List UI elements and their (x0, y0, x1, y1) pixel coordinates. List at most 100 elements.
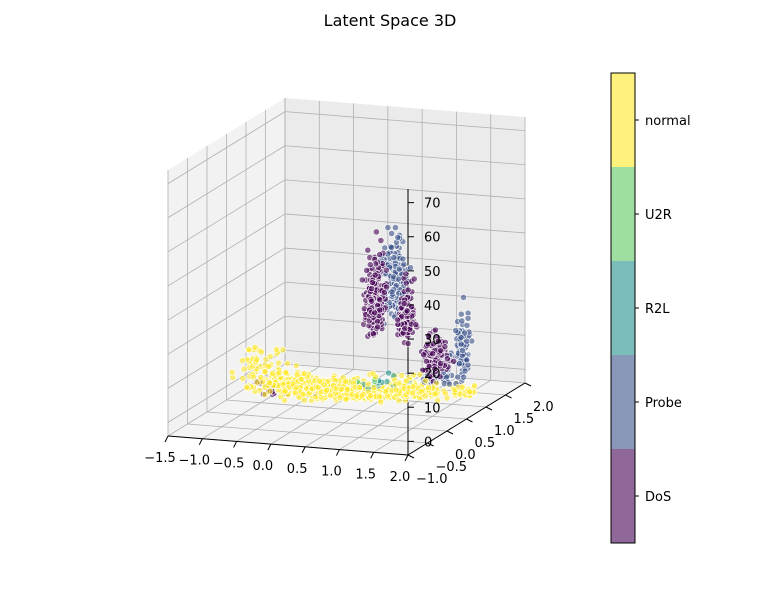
point-normal (258, 348, 265, 356)
point-normal (264, 363, 272, 370)
x-tick-label: −0.5 (213, 456, 245, 471)
point-probe (399, 255, 407, 263)
point-probe (388, 288, 396, 296)
gridline (167, 111, 286, 184)
point-normal (299, 391, 307, 398)
point-dos (380, 289, 388, 296)
point-probe (458, 317, 466, 325)
x-tick-label: 0.0 (253, 459, 274, 474)
colorbar: DoS Probe R2L U2R normal (610, 72, 691, 544)
gridline (206, 411, 448, 432)
point-dos (429, 350, 437, 358)
colorbar-segment-dos (611, 449, 635, 543)
point-normal (243, 383, 250, 391)
x-tick-label: 2.0 (390, 470, 411, 485)
z-tick-label: 40 (424, 299, 441, 314)
point-dos (404, 340, 412, 347)
point-dos (368, 285, 376, 293)
point-probe (452, 327, 460, 334)
point-normal (316, 377, 323, 385)
point-dos (450, 357, 458, 365)
point-normal (266, 353, 274, 360)
point-normal (398, 372, 406, 379)
point-probe (454, 373, 462, 381)
point-normal (337, 385, 345, 393)
x-tick-mark (164, 435, 169, 443)
x-tick-mark (233, 441, 238, 448)
x-axis-line (167, 435, 409, 456)
point-dos (401, 325, 409, 332)
point-probe (457, 333, 465, 341)
colorbar-label-r2l: R2L (645, 302, 670, 317)
point-dos (358, 276, 366, 284)
point-normal (323, 386, 330, 394)
point-dos (402, 270, 410, 278)
point-normal (266, 387, 274, 395)
point-normal (297, 375, 305, 383)
point-normal (425, 384, 432, 392)
gridline (167, 145, 286, 219)
point-dos (404, 286, 412, 294)
point-normal (382, 388, 390, 395)
gridline (167, 179, 286, 253)
point-dos (426, 373, 434, 381)
point-normal (458, 383, 466, 391)
gridline (284, 145, 526, 166)
point-dos (441, 343, 449, 351)
x-tick-label: −1.5 (144, 451, 176, 466)
point-normal (456, 390, 464, 398)
point-normal (253, 356, 261, 364)
point-probe (388, 230, 395, 237)
point-dos (443, 355, 451, 363)
point-normal (251, 343, 259, 351)
y-tick-label: 0.5 (475, 436, 496, 451)
point-dos (376, 251, 384, 258)
point-dos (400, 300, 408, 307)
z-tick-label: 50 (424, 265, 441, 280)
colorbar-segment-r2l (611, 261, 635, 355)
point-normal (402, 377, 410, 385)
point-normal (266, 379, 274, 387)
chart-title: Latent Space 3D (324, 11, 457, 30)
y-tick-label: −1.0 (416, 472, 448, 487)
point-normal (261, 391, 269, 398)
point-normal (257, 373, 265, 381)
point-normal (245, 346, 253, 354)
point-probe (464, 314, 472, 322)
z-axis-ticks: 0 10 20 30 40 50 60 70 (408, 197, 441, 450)
point-dos (425, 332, 432, 340)
gridline (284, 179, 526, 200)
y-tick-mark (524, 382, 532, 387)
point-probe (394, 234, 402, 241)
point-dos (377, 237, 385, 244)
point-normal (466, 388, 474, 396)
y-tick-mark (485, 406, 493, 411)
point-r2l (385, 369, 392, 377)
colorbar-segment-u2r (611, 167, 635, 261)
x-tick-label: 0.5 (287, 462, 308, 477)
colorbar-frame (610, 72, 636, 544)
point-dos (437, 360, 445, 367)
colorbar-label-u2r: U2R (645, 208, 672, 223)
point-normal (240, 365, 248, 373)
point-normal (250, 373, 257, 381)
point-normal (364, 380, 372, 388)
x-tick-mark (335, 449, 340, 456)
point-normal (376, 393, 384, 401)
y-tick-mark (446, 430, 454, 435)
point-dos (371, 309, 379, 317)
point-normal (239, 375, 247, 382)
colorbar-label-probe: Probe (645, 396, 682, 411)
point-normal (293, 371, 301, 379)
point-normal (273, 345, 280, 353)
point-probe (460, 293, 467, 301)
gridline (284, 349, 526, 370)
point-normal (300, 370, 308, 377)
point-probe (463, 337, 471, 345)
point-probe (461, 367, 469, 375)
gridline (284, 111, 526, 132)
point-normal (356, 383, 363, 391)
point-normal (281, 387, 289, 395)
gridline (226, 399, 467, 420)
